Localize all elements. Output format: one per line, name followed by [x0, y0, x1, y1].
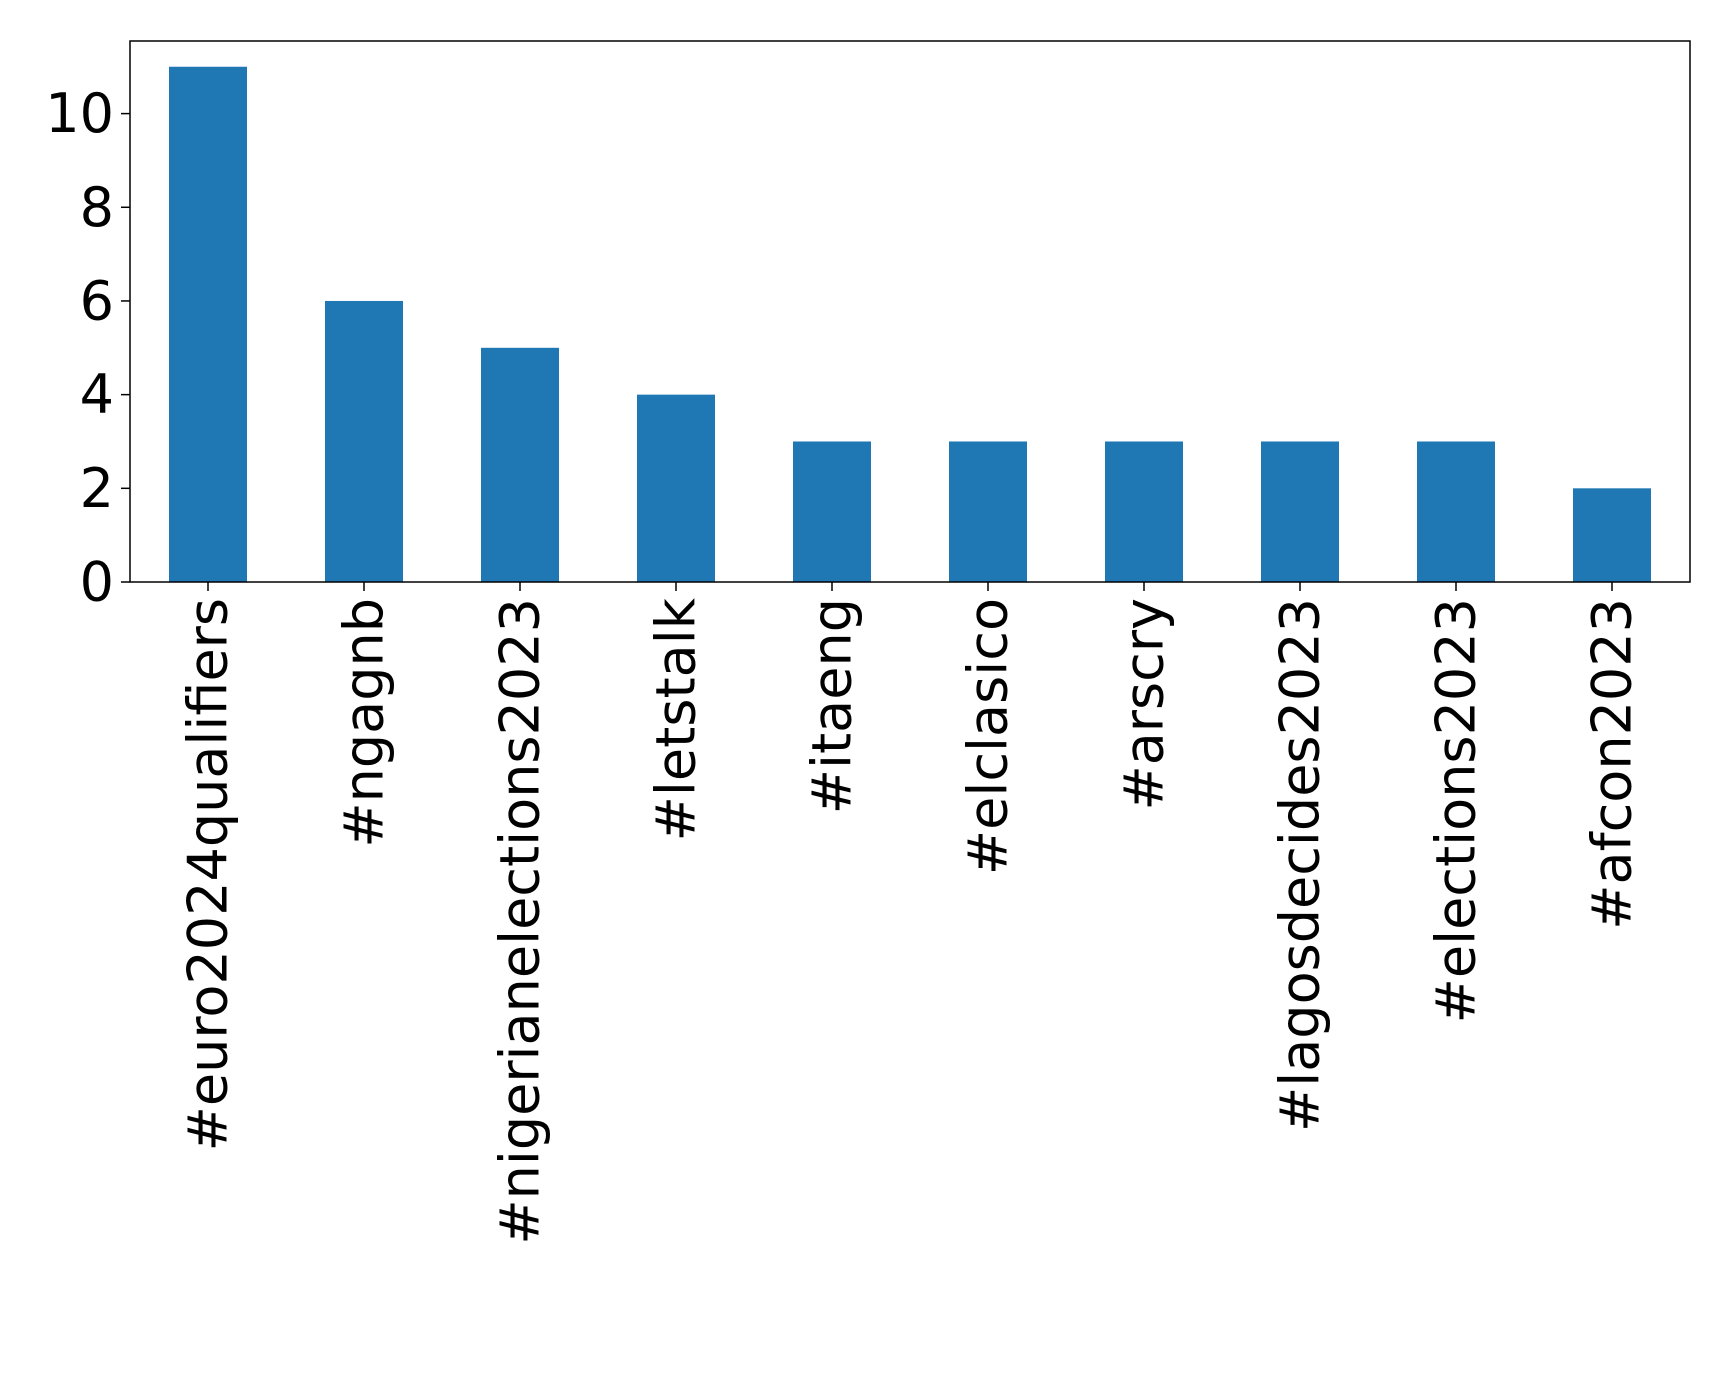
- y-tick-label-2: 4: [80, 363, 114, 426]
- x-tick-label-1: #ngagnb: [333, 598, 396, 848]
- bar-7: [1261, 441, 1339, 582]
- y-tick-label-3: 6: [80, 269, 114, 332]
- bar-2: [481, 347, 559, 582]
- x-tick-label-9: #afcon2023: [1581, 598, 1644, 930]
- y-axis: 0 2 4 6 8 10: [45, 82, 130, 614]
- bar-4: [793, 441, 871, 582]
- bar-0: [169, 66, 247, 582]
- bar-1: [325, 300, 403, 582]
- x-axis: #euro2024qualifiers #ngagnb #nigerianelect…: [177, 582, 1644, 1245]
- y-tick-label-4: 8: [80, 176, 114, 239]
- bar-5: [949, 441, 1027, 582]
- bar-8: [1417, 441, 1495, 582]
- y-tick-label-0: 0: [80, 551, 114, 614]
- x-tick-label-4: #itaeng: [801, 598, 864, 814]
- x-tick-label-2: #nigerianelections2023: [489, 598, 552, 1245]
- x-tick-label-7: #lagosdecides2023: [1269, 598, 1332, 1132]
- x-tick-label-6: #arscry: [1113, 598, 1176, 811]
- x-tick-label-3: #letstalk: [645, 597, 708, 841]
- bar-3: [637, 394, 715, 582]
- x-tick-label-0: #euro2024qualifiers: [177, 598, 240, 1151]
- bars-group: [169, 66, 1651, 582]
- plot-frame: [129, 40, 1691, 583]
- x-tick-label-5: #elclasico: [957, 598, 1020, 875]
- y-tick-label-1: 2: [80, 457, 114, 520]
- bar-9: [1573, 488, 1651, 582]
- y-tick-label-5: 10: [45, 82, 114, 145]
- x-tick-label-8: #elections2023: [1425, 598, 1488, 1023]
- bar-6: [1105, 441, 1183, 582]
